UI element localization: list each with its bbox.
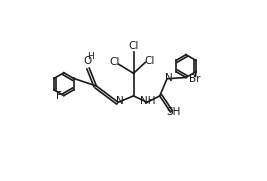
Text: F: F	[56, 90, 62, 101]
Text: N: N	[116, 96, 124, 106]
Text: SH: SH	[167, 107, 181, 117]
Text: Cl: Cl	[145, 56, 155, 66]
Text: Cl: Cl	[109, 57, 119, 68]
Text: Cl: Cl	[128, 41, 139, 51]
Text: O: O	[83, 56, 92, 66]
Text: N: N	[165, 73, 173, 83]
Text: H: H	[87, 52, 93, 61]
Text: Br: Br	[189, 74, 201, 84]
Text: NH: NH	[140, 96, 156, 106]
